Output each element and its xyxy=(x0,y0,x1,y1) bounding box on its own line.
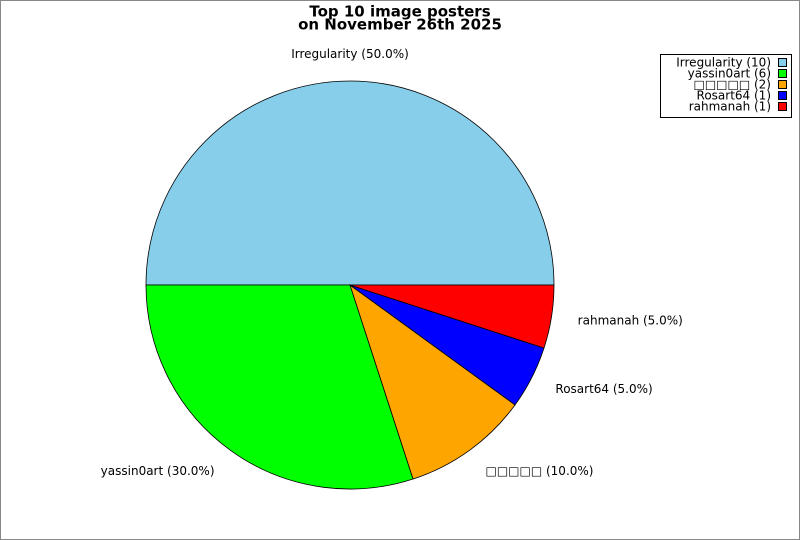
slice-label: Irregularity (50.0%) xyxy=(291,47,409,61)
pie-slice xyxy=(145,284,414,490)
legend-label: Rosart64 (1) xyxy=(697,89,771,103)
slice-label: yassin0art (30.0%) xyxy=(101,464,215,478)
slice-label: rahmanah (5.0%) xyxy=(578,314,683,328)
legend-label: □□□□□ (2) xyxy=(693,78,771,92)
chart-subtitle: on November 26th 2025 xyxy=(298,16,502,34)
slice-label: □□□□□ (10.0%) xyxy=(485,464,593,478)
pie-slice xyxy=(349,284,555,349)
legend-label: yassin0art (6) xyxy=(688,67,771,81)
legend-swatch xyxy=(778,102,787,111)
slice-label: Rosart64 (5.0%) xyxy=(555,382,652,396)
legend-swatch xyxy=(778,69,787,78)
legend-label: Irregularity (10) xyxy=(676,56,771,70)
legend-label: rahmanah (1) xyxy=(689,100,771,114)
legend-swatch xyxy=(778,58,787,67)
legend-box xyxy=(660,54,792,118)
pie-slice xyxy=(145,80,555,286)
pie-slice xyxy=(349,283,516,480)
chart-title: Top 10 image posters xyxy=(309,3,490,21)
legend-swatch xyxy=(778,91,787,100)
legend-swatch xyxy=(778,80,787,89)
